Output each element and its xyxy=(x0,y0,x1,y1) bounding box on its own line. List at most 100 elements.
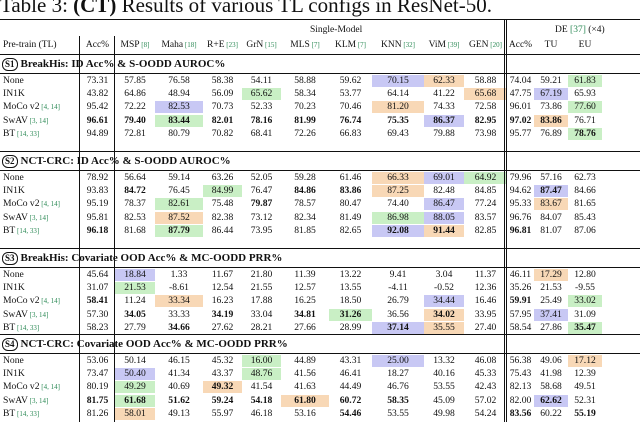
header-single-model: Single-Model xyxy=(310,25,363,35)
table-cell: -8.61 xyxy=(169,282,189,294)
row-label-cite: [3, 14] xyxy=(27,213,49,222)
table-cell: 54.24 xyxy=(474,407,497,419)
table-cell: 43.37 xyxy=(211,368,234,380)
table-cell: 16.23 xyxy=(211,295,234,307)
row-label: BT [14, 33] xyxy=(3,408,39,420)
table-cell: 58.68 xyxy=(540,381,562,393)
table-cell: 33.33 xyxy=(168,308,190,320)
header-pretrain: Pre-train (TL) xyxy=(3,40,57,50)
row-label: MoCo v2 [4, 14] xyxy=(3,381,60,393)
column-header-label: GrN xyxy=(246,40,264,50)
table-cell: 45.09 xyxy=(433,394,455,406)
table-cell: 92.08 xyxy=(372,224,424,237)
row-label-cite: [3, 14] xyxy=(27,116,49,125)
row-label: IN1K xyxy=(3,88,25,100)
header-de-times: (×4) xyxy=(585,25,605,35)
table-cell: 18.84 xyxy=(115,269,155,281)
table-cell: 62.73 xyxy=(574,172,596,183)
table-cell: 86.98 xyxy=(372,211,424,224)
column-header-label: MLS xyxy=(290,40,310,50)
table-cell: 80.79 xyxy=(168,127,190,139)
table-cell: 58.35 xyxy=(387,394,409,406)
table-cell: 55.19 xyxy=(574,407,596,419)
row-label-cite: [14, 33] xyxy=(15,409,40,418)
table-cell: 97.02 xyxy=(509,114,532,126)
row-label: None xyxy=(3,75,24,87)
table-cell: 80.19 xyxy=(86,381,109,393)
section-title-text: NCT-CRC: ID Acc% & S-OODD AUROC% xyxy=(20,155,231,167)
table-cell: 82.34 xyxy=(294,211,316,223)
table-cell: 55.97 xyxy=(211,407,234,419)
table-cell: 61.68 xyxy=(115,394,155,407)
row-label: SwAV [3, 14] xyxy=(3,212,48,224)
table-cell: 57.02 xyxy=(474,394,497,406)
column-header: R+E [23] xyxy=(203,40,242,51)
table-cell: 17.29 xyxy=(534,269,568,281)
row-label-name: MoCo v2 xyxy=(3,295,40,307)
column-header-label: MSP xyxy=(120,40,140,50)
row-label-name: BT xyxy=(3,407,16,419)
table-cell: 76.71 xyxy=(574,114,596,126)
table-cell: 93.83 xyxy=(86,185,109,197)
column-header-label: Acc% xyxy=(508,40,533,50)
table-cell: 78.76 xyxy=(568,127,602,140)
section-badge: S3 xyxy=(2,252,18,265)
table-cell: 60.72 xyxy=(339,394,362,406)
table-cell: 81.49 xyxy=(339,211,362,223)
table-cell: 84.07 xyxy=(540,211,562,223)
table-cell: 21.53 xyxy=(115,282,155,295)
table-cell: 68.41 xyxy=(250,127,273,139)
table-cell: 11.37 xyxy=(474,269,497,280)
section-badge: S4 xyxy=(2,338,18,351)
table-cell: 26.79 xyxy=(387,295,409,307)
row-label: IN1K xyxy=(3,368,25,380)
column-header-label: R+E xyxy=(207,40,225,50)
table-cell: 58.38 xyxy=(211,75,234,86)
header-de: DE [37] (×4) xyxy=(555,25,605,36)
table-cell: 70.46 xyxy=(339,101,362,113)
table-cell: 49.51 xyxy=(574,381,596,393)
table-cell: 84.72 xyxy=(124,185,146,197)
table-cell: 12.54 xyxy=(211,282,234,294)
column-header-label: EU xyxy=(578,40,592,50)
column-header-cite: [39] xyxy=(445,41,460,49)
table-cell: 64.86 xyxy=(124,88,146,100)
column-header: Acc% xyxy=(80,40,115,51)
row-label-cite: [4, 14] xyxy=(39,103,60,112)
column-header-cite: [23] xyxy=(224,41,238,49)
table-cell: 18.50 xyxy=(339,295,362,307)
column-header: KLM [7] xyxy=(329,40,372,51)
row-label-name: MoCo v2 xyxy=(3,381,40,393)
table-cell: 76.45 xyxy=(168,185,190,197)
table-cell: 18.27 xyxy=(387,368,409,380)
table-cell: 57.95 xyxy=(509,308,532,320)
table-cell: 13.55 xyxy=(339,282,362,294)
table-cell: 56.38 xyxy=(509,355,532,366)
row-label-name: SwAV xyxy=(3,308,28,320)
table-cell: 84.86 xyxy=(294,185,316,197)
row-label: MoCo v2 [4, 14] xyxy=(3,198,60,210)
table-cell: 66.83 xyxy=(339,127,362,139)
row-label: None xyxy=(3,172,24,184)
table-cell: 64.14 xyxy=(387,88,409,100)
row-label: None xyxy=(3,269,24,281)
table-cell: 46.76 xyxy=(387,381,409,393)
table-cell: 80.47 xyxy=(339,198,362,210)
table-cell: 49.13 xyxy=(168,407,190,419)
column-header-label: TU xyxy=(544,40,558,50)
table-cell: 50.40 xyxy=(115,368,155,381)
table-cell: 73.98 xyxy=(474,127,497,139)
table-cell: 58.88 xyxy=(474,75,497,86)
table-cell: 33.04 xyxy=(250,308,273,320)
table-cell: 51.62 xyxy=(168,394,190,406)
table-cell: 43.82 xyxy=(86,88,109,100)
section-title-text: BreakHis: ID Acc% & S-OODD AUROC% xyxy=(20,58,226,70)
table-cell: 59.21 xyxy=(540,75,562,86)
table-cell: 79.40 xyxy=(124,114,146,126)
row-label: BT [14, 33] xyxy=(3,322,39,334)
table-cell: 37.14 xyxy=(372,321,424,334)
row-label-name: None xyxy=(3,269,24,280)
table-cell: 16.25 xyxy=(294,295,316,307)
row-label-name: None xyxy=(3,355,24,366)
table-cell: 34.02 xyxy=(424,308,464,321)
